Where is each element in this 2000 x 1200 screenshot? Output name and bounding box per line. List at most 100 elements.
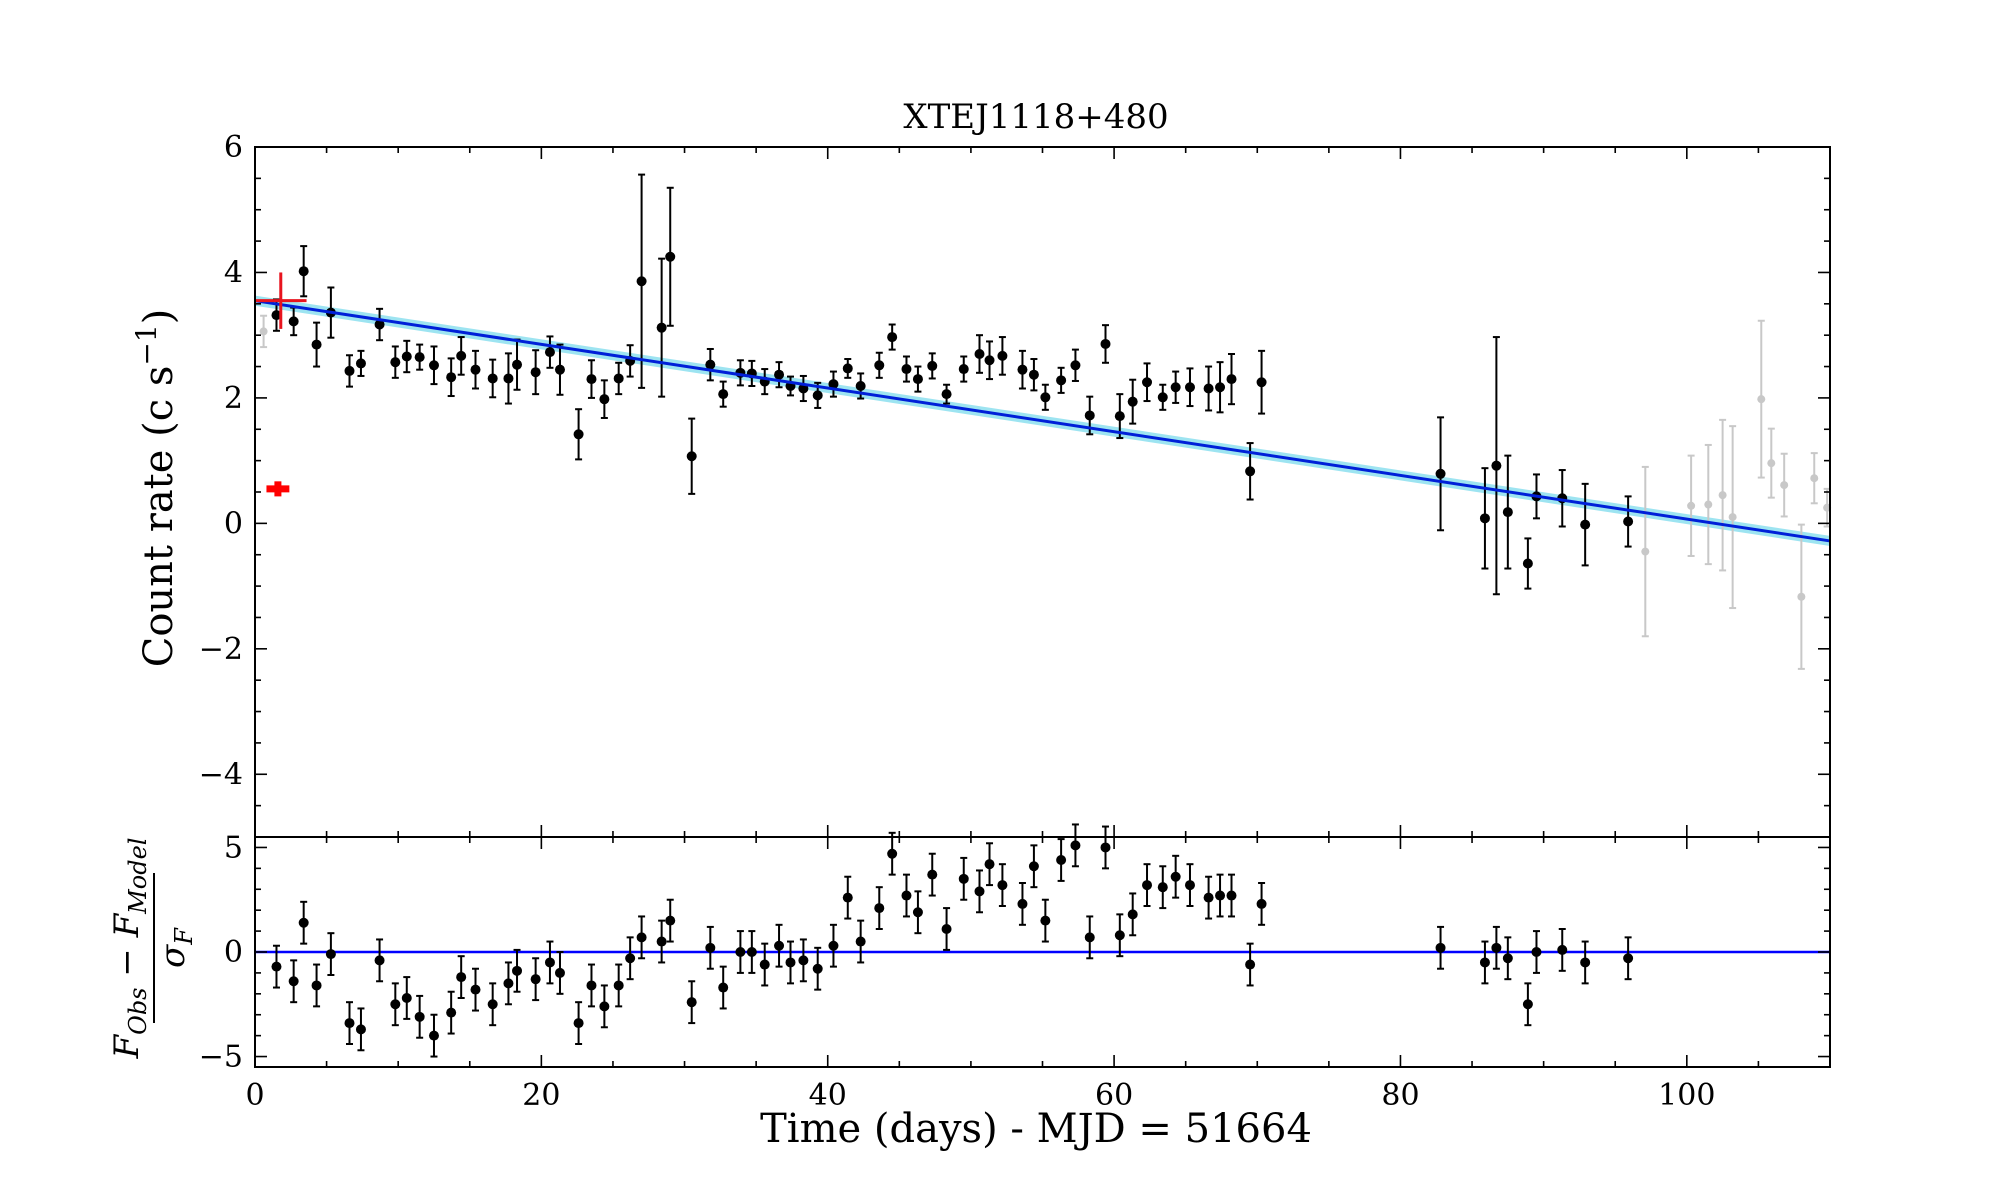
top-y-tick-label: −4 <box>199 757 243 792</box>
res-data-point <box>1479 957 1490 968</box>
lc-data-point <box>271 310 282 321</box>
lc-data-point <box>512 359 523 370</box>
res-data-point <box>374 955 385 966</box>
res-data-point <box>512 965 523 976</box>
light-curve-panel: 6 4 2 0 −2 −4 <box>199 130 1832 838</box>
res-data-point <box>705 942 716 953</box>
res-data-point <box>554 967 565 978</box>
chart-title: XTEJ1118+480 <box>903 97 1168 137</box>
res-data-point <box>785 957 796 968</box>
top-y-tick-label: 6 <box>224 130 243 165</box>
lc-data-point <box>1479 513 1490 524</box>
lc-data-point <box>401 351 412 362</box>
res-data-point <box>941 924 952 934</box>
lc-data-point <box>599 394 610 405</box>
res-data-point <box>446 1007 457 1018</box>
res-data-point <box>1435 942 1446 953</box>
res-data-point <box>470 984 481 995</box>
lc-data-point <box>941 389 952 400</box>
res-data-point <box>718 982 729 993</box>
res-data-point <box>927 869 938 880</box>
res-data-point <box>1127 909 1138 920</box>
res-data-point <box>735 947 746 957</box>
lc-excluded-point <box>1704 500 1713 509</box>
lc-data-point <box>974 349 985 359</box>
res-data-point <box>1502 953 1513 964</box>
top-y-tick-label: −2 <box>199 632 243 667</box>
y-axis-label-main: Count rate (c s <box>136 366 182 668</box>
lc-data-point <box>774 369 785 380</box>
lc-data-point <box>1184 382 1195 393</box>
res-data-point <box>1100 842 1111 853</box>
res-data-point <box>665 915 676 926</box>
lc-data-point <box>1522 558 1533 569</box>
res-data-point <box>1245 959 1256 970</box>
lc-excluded-point <box>1718 491 1727 500</box>
res-data-point <box>1040 915 1051 926</box>
lc-data-point <box>1491 460 1502 471</box>
x-tick-label: 60 <box>1095 1078 1133 1113</box>
figure-labels: XTEJ1118+480 Time (days) - MJD = 51664 C… <box>107 97 1312 1152</box>
residual-label-sigma: σ <box>153 944 193 968</box>
res-data-point <box>1056 855 1067 865</box>
lc-data-point <box>927 360 938 371</box>
res-data-point <box>984 859 995 870</box>
res-data-point <box>1114 930 1125 941</box>
x-tick-label: 40 <box>809 1078 847 1113</box>
lc-data-point <box>1100 338 1111 349</box>
res-data-point <box>887 848 898 859</box>
res-data-point <box>636 932 647 943</box>
lc-excluded-point <box>1780 481 1789 490</box>
lc-data-point <box>355 358 366 369</box>
bottom-y-tick-label: −5 <box>199 1040 243 1075</box>
lc-data-point <box>414 352 425 363</box>
lc-data-point <box>1040 392 1051 403</box>
res-data-point <box>271 961 282 972</box>
res-data-point <box>401 993 412 1003</box>
res-data-point <box>1256 898 1267 909</box>
lc-data-point <box>984 355 995 366</box>
lc-data-point <box>828 379 839 390</box>
lc-excluded-point <box>1767 459 1776 468</box>
res-data-point <box>1215 890 1226 901</box>
top-y-tick-label: 4 <box>224 255 243 290</box>
lc-data-point <box>554 364 565 375</box>
lc-excluded-point <box>1757 395 1766 404</box>
res-data-point <box>1084 932 1095 943</box>
res-data-point <box>912 907 923 918</box>
lc-data-point <box>374 319 385 330</box>
res-data-point <box>1157 882 1168 893</box>
res-data-point <box>759 959 770 970</box>
lc-data-point <box>997 350 1008 361</box>
lc-data-point <box>1226 374 1237 385</box>
top-panel-frame <box>254 146 1831 838</box>
res-data-point <box>325 949 336 960</box>
lc-data-point <box>503 373 514 384</box>
lc-data-point <box>842 363 853 374</box>
res-data-point <box>544 957 555 968</box>
res-data-point <box>530 974 541 985</box>
lc-data-point <box>1127 396 1138 407</box>
x-tick-label: 100 <box>1658 1078 1715 1113</box>
res-data-point <box>1017 898 1028 909</box>
lc-excluded-point <box>1810 474 1819 483</box>
res-data-point <box>599 1001 610 1012</box>
lc-data-point <box>1017 364 1028 375</box>
top-y-tick-label: 2 <box>224 381 243 416</box>
x-tick-label: 20 <box>522 1078 560 1113</box>
lc-data-point <box>636 276 647 287</box>
res-data-point <box>686 997 697 1008</box>
lc-data-point <box>1157 392 1168 403</box>
lc-data-point <box>1056 375 1067 386</box>
lc-data-point <box>544 347 555 358</box>
res-data-point <box>1580 957 1591 968</box>
lc-data-point <box>298 266 309 277</box>
res-data-point <box>798 955 809 966</box>
lc-data-point <box>428 360 439 371</box>
lc-data-point <box>958 364 969 375</box>
y-axis-label-exponent: −1 <box>130 324 163 365</box>
lc-data-point <box>1580 519 1591 530</box>
res-data-point <box>1491 942 1502 953</box>
lc-data-point <box>613 373 624 384</box>
